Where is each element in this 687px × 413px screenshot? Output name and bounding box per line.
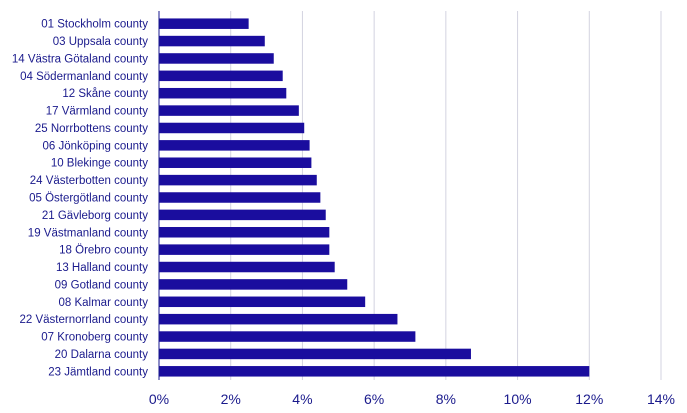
category-label: 10 Blekinge county — [51, 158, 148, 170]
category-label: 13 Halland county — [56, 262, 148, 274]
x-tick-label: 14% — [647, 391, 675, 407]
x-tick-label: 6% — [364, 391, 384, 407]
bar — [159, 35, 265, 47]
category-label: 08 Kalmar county — [59, 297, 149, 309]
category-label: 12 Skåne county — [62, 88, 148, 100]
bar — [159, 192, 321, 203]
category-label: 06 Jönköping county — [43, 140, 149, 152]
bar — [159, 70, 283, 82]
bar — [159, 53, 274, 64]
x-tick-labels: 0% 2% 4% 6% 8% 10% 12% 14% — [149, 391, 675, 407]
bar — [159, 87, 287, 99]
bar — [159, 140, 310, 151]
bar — [159, 244, 330, 255]
category-label: 23 Jämtland county — [48, 366, 148, 378]
bar — [159, 209, 326, 221]
bar — [159, 174, 317, 186]
category-label: 21 Gävleborg county — [42, 210, 148, 222]
x-tick-label: 0% — [149, 391, 169, 407]
category-label: 18 Örebro county — [59, 245, 148, 257]
bar — [159, 331, 416, 342]
category-label: 09 Gotland county — [55, 279, 149, 291]
bar — [159, 279, 348, 290]
bar — [159, 18, 249, 29]
category-label: 07 Kronoberg county — [41, 332, 148, 344]
gridlines — [230, 11, 662, 380]
x-tick-label: 10% — [504, 391, 532, 407]
bar — [159, 366, 590, 377]
bar — [159, 313, 398, 325]
x-tick-label: 2% — [221, 391, 241, 407]
category-labels: 01 Stockholm county 03 Uppsala county 14 V… — [12, 19, 148, 379]
bar — [159, 348, 471, 360]
category-label: 04 Södermanland county — [20, 71, 148, 83]
bar — [159, 122, 305, 134]
category-label: 25 Norrbottens county — [35, 123, 148, 135]
category-label: 20 Dalarna county — [55, 349, 149, 361]
bar — [159, 105, 299, 116]
category-label: 22 Västernorrland county — [20, 314, 149, 326]
x-tick-label: 8% — [436, 391, 456, 407]
category-label: 01 Stockholm county — [41, 19, 148, 31]
category-label: 19 Västmanland county — [28, 227, 148, 239]
category-label: 24 Västerbotten county — [30, 175, 149, 187]
bar — [159, 227, 330, 238]
category-label: 03 Uppsala county — [53, 36, 149, 48]
category-label: 14 Västra Götaland county — [12, 53, 148, 65]
bar — [159, 296, 366, 308]
bar — [159, 261, 335, 273]
bar — [159, 157, 312, 168]
x-tick-label: 4% — [292, 391, 312, 407]
bars — [159, 18, 590, 377]
x-tick-label: 12% — [575, 391, 603, 407]
category-label: 05 Östergötland county — [29, 193, 148, 205]
category-label: 17 Värmland county — [46, 106, 149, 118]
